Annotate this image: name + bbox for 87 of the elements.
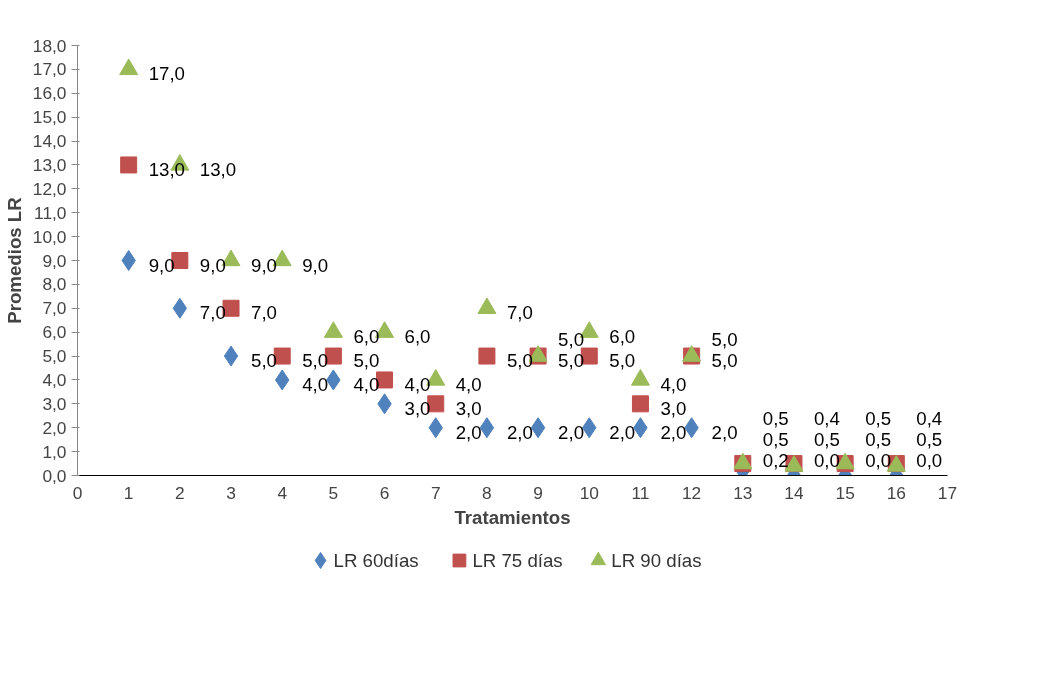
y-tick-label: 15,0 [32, 107, 67, 128]
data-label: 5,0 [353, 350, 380, 372]
y-tick-label: 9,0 [42, 250, 67, 271]
data-label: 17,0 [148, 63, 185, 85]
x-tick-label: 16 [886, 482, 906, 503]
y-axis-title: Promedios LR [3, 196, 25, 324]
y-tick-label: 18,0 [32, 35, 67, 56]
y-tick-label: 11,0 [34, 202, 67, 223]
data-label: 2,0 [711, 421, 738, 443]
y-tick-label: 10,0 [32, 226, 67, 247]
x-tick-label: 13 [733, 482, 753, 503]
data-label: 5,0 [711, 350, 738, 372]
data-label: 7,0 [251, 302, 277, 324]
legend-label: LR 60días [333, 550, 419, 571]
data-label: 4,0 [455, 373, 482, 395]
data-label: 2,0 [609, 421, 636, 443]
data-label: 5,0 [251, 350, 277, 372]
data-label: 6,0 [404, 326, 431, 348]
x-tick-label: 15 [835, 482, 855, 503]
data-label: 0,5 [865, 407, 892, 429]
data-label: 6,0 [609, 326, 636, 348]
x-tick-label: 4 [277, 482, 288, 503]
data-label: 2,0 [506, 421, 533, 443]
y-tick-label: 1,0 [42, 441, 67, 462]
x-tick-label: 0 [72, 482, 83, 503]
x-tick-label: 3 [226, 482, 236, 503]
data-label: 2,0 [558, 421, 585, 443]
data-label: 9,0 [148, 254, 175, 276]
data-label: 0,5 [916, 428, 943, 450]
x-tick-label: 2 [175, 482, 185, 503]
y-tick-label: 4,0 [42, 369, 67, 390]
y-tick-label: 7,0 [42, 298, 67, 319]
y-tick-label: 17,0 [32, 59, 67, 80]
y-tick-label: 6,0 [42, 322, 67, 343]
data-label: 5,0 [558, 329, 585, 351]
y-tick-label: 14,0 [32, 131, 67, 152]
data-label: 13,0 [148, 158, 185, 180]
data-label: 13,0 [199, 158, 237, 180]
data-label: 0,0 [916, 449, 943, 471]
data-label: 5,0 [506, 350, 533, 372]
data-label: 7,0 [199, 302, 226, 324]
y-tick-label: 16,0 [32, 83, 67, 104]
y-tick-label: 5,0 [42, 346, 67, 367]
data-label: 9,0 [199, 254, 226, 276]
y-tick-label: 12,0 [32, 178, 67, 199]
data-label: 5,0 [609, 350, 636, 372]
data-label: 5,0 [711, 329, 738, 351]
x-tick-label: 1 [123, 482, 134, 503]
y-tick-label: 3,0 [42, 393, 67, 414]
x-tick-label: 10 [579, 482, 599, 503]
data-label: 2,0 [455, 421, 482, 443]
data-label: 2,0 [660, 421, 687, 443]
x-tick-label: 8 [482, 482, 492, 503]
x-tick-label: 12 [681, 482, 702, 503]
data-label: 3,0 [404, 397, 431, 419]
data-label: 5,0 [558, 350, 585, 372]
y-tick-label: 8,0 [42, 274, 67, 295]
data-label: 4,0 [660, 373, 687, 395]
x-axis-title: Tratamientos [454, 506, 571, 528]
data-label: 0,5 [762, 407, 789, 429]
data-label: 5,0 [302, 350, 329, 372]
data-label: 0,5 [813, 428, 840, 450]
data-label: 9,0 [302, 254, 329, 276]
y-tick-label: 0,0 [42, 465, 67, 486]
data-label: 0,5 [865, 428, 892, 450]
data-label: 0,4 [813, 407, 840, 429]
data-label: 3,0 [455, 397, 482, 419]
x-tick-label: 7 [430, 482, 441, 503]
data-label: 4,0 [404, 373, 431, 395]
data-label: 4,0 [353, 373, 380, 395]
data-label: 9,0 [251, 254, 277, 276]
x-tick-label: 11 [631, 482, 650, 503]
x-tick-label: 5 [328, 482, 339, 503]
legend-label: LR 75 días [472, 550, 563, 571]
y-tick-label: 13,0 [32, 154, 67, 175]
data-label: 7,0 [506, 302, 533, 324]
data-label: 0,4 [916, 407, 943, 429]
data-label: 6,0 [353, 326, 380, 348]
data-label: 0,5 [762, 428, 789, 450]
x-tick-label: 9 [533, 482, 543, 503]
data-label: 4,0 [302, 373, 329, 395]
legend-label: LR 90 días [611, 550, 702, 571]
x-tick-label: 17 [937, 482, 958, 503]
x-tick-label: 14 [784, 482, 804, 503]
y-tick-label: 2,0 [42, 417, 67, 438]
data-label: 3,0 [660, 397, 687, 419]
x-tick-label: 6 [379, 482, 390, 503]
